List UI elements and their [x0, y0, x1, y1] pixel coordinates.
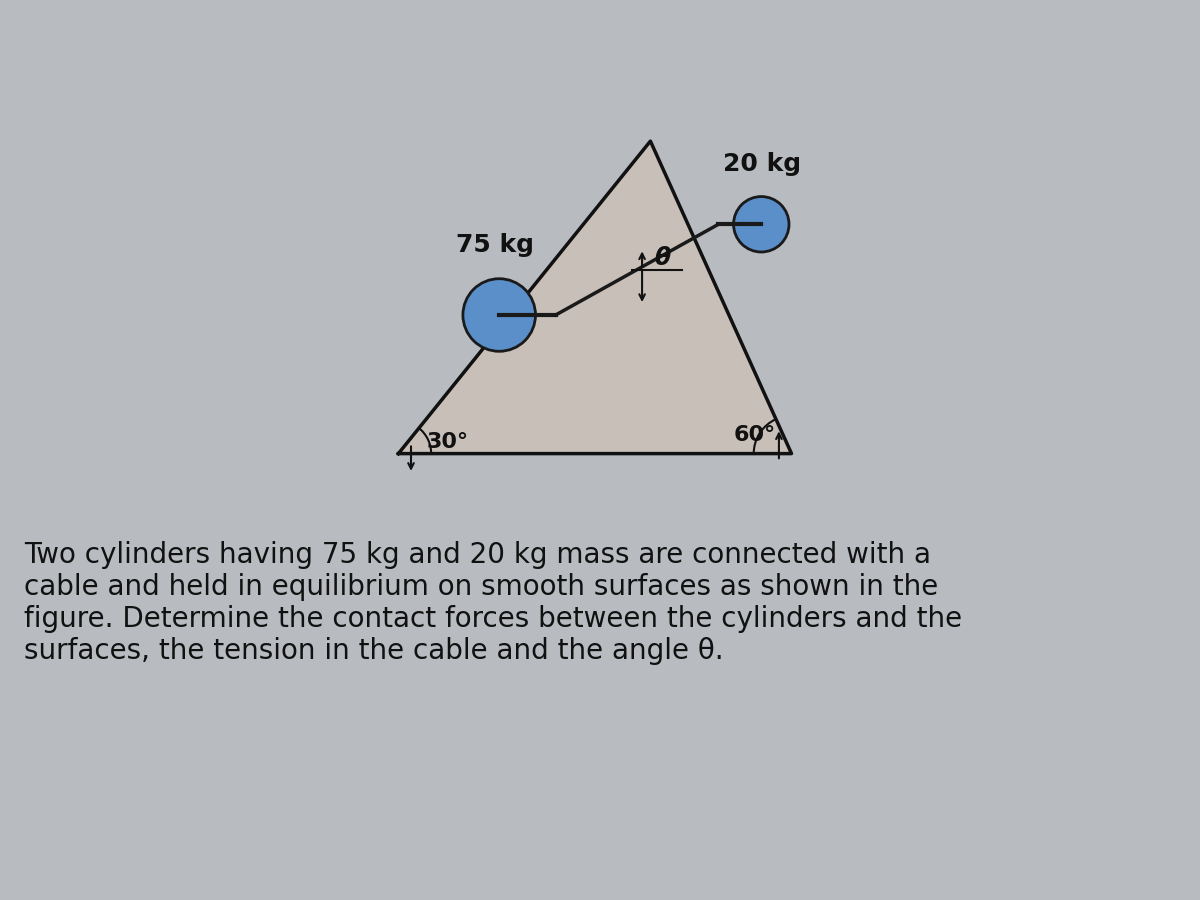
Polygon shape: [398, 141, 792, 454]
Text: Two cylinders having 75 kg and 20 kg mass are connected with a: Two cylinders having 75 kg and 20 kg mas…: [24, 541, 931, 569]
Text: 20 kg: 20 kg: [724, 152, 802, 176]
Circle shape: [733, 196, 790, 252]
Text: surfaces, the tension in the cable and the angle θ.: surfaces, the tension in the cable and t…: [24, 637, 724, 665]
Circle shape: [463, 279, 535, 351]
Text: θ: θ: [655, 246, 671, 270]
Text: 30°: 30°: [426, 432, 468, 452]
Text: 60°: 60°: [733, 425, 776, 445]
Text: cable and held in equilibrium on smooth surfaces as shown in the: cable and held in equilibrium on smooth …: [24, 573, 938, 601]
Text: 75 kg: 75 kg: [456, 233, 534, 257]
Text: figure. Determine the contact forces between the cylinders and the: figure. Determine the contact forces bet…: [24, 605, 962, 634]
